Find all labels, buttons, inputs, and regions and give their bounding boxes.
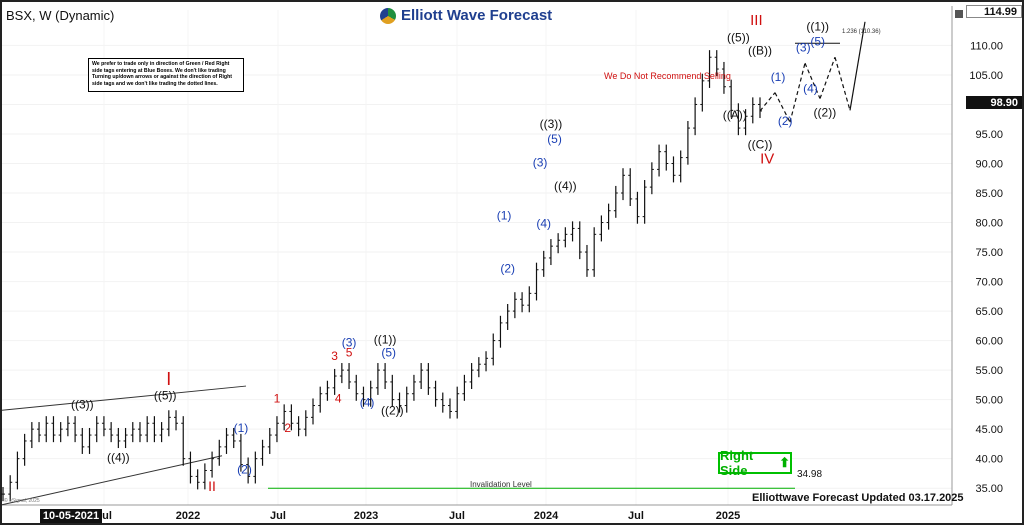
wave-label: (1) xyxy=(771,70,786,84)
settings-icon[interactable] xyxy=(955,10,963,18)
selling-warning: We Do Not Recommend Selling xyxy=(604,71,731,81)
wave-label: ((2)) xyxy=(381,403,404,417)
x-tick-label: 2025 xyxy=(716,510,740,522)
y-tick-label: 55.00 xyxy=(975,365,1003,377)
y-tick-label: 65.00 xyxy=(975,306,1003,318)
wave-label: ((4)) xyxy=(554,179,577,193)
x-tick-label: 2023 xyxy=(354,510,378,522)
up-arrow-icon: ⬆ xyxy=(779,455,790,470)
wave-label: 1 xyxy=(274,392,281,406)
projection-segment xyxy=(849,21,866,111)
projection-segment xyxy=(759,92,776,112)
wave-label: III xyxy=(750,12,763,29)
projection-segment xyxy=(774,92,791,123)
y-tick-label: 110.00 xyxy=(970,40,1003,52)
price-high-box: 114.99 xyxy=(966,5,1022,18)
wave-label: ((5)) xyxy=(727,30,750,44)
wave-label: ((B)) xyxy=(748,43,772,57)
invalidation-label: Invalidation Level xyxy=(470,480,532,489)
wave-label: ((3)) xyxy=(540,117,563,131)
wave-label: 4 xyxy=(335,392,342,406)
chart-title: BSX, W (Dynamic) xyxy=(6,8,115,23)
wave-label: 3 xyxy=(331,349,338,363)
y-tick-label: 90.00 xyxy=(975,158,1003,170)
wave-label: (1) xyxy=(497,209,512,223)
right-side-tag: Right Side ⬆ xyxy=(718,448,792,478)
x-tick-label: Jul xyxy=(449,510,465,522)
wave-label: ((5)) xyxy=(154,389,177,403)
wave-label: 5 xyxy=(346,346,353,360)
wave-label: IV xyxy=(760,150,774,167)
esignal-stamp: © eSignal, 2025 xyxy=(4,498,40,504)
y-tick-label: 70.00 xyxy=(975,277,1003,289)
wave-label: (5) xyxy=(547,132,562,146)
y-tick-label: 60.00 xyxy=(975,336,1003,348)
wave-label: (2) xyxy=(778,114,793,128)
y-tick-label: 85.00 xyxy=(975,188,1003,200)
right-side-label: Right Side xyxy=(720,448,754,478)
footer-updated: Elliottwave Forecast Updated 03.17.2025 xyxy=(752,492,964,504)
wave-label: (5) xyxy=(810,34,825,48)
projection-segment xyxy=(819,57,836,99)
wave-label: (4) xyxy=(803,82,818,96)
projection-segment xyxy=(834,57,851,111)
wave-label: (3) xyxy=(533,155,548,169)
projection-segment xyxy=(789,62,806,123)
cursor-date-box: 10-05-2021 xyxy=(40,509,102,523)
wave-label: (5) xyxy=(381,346,396,360)
x-tick-label: Jul xyxy=(270,510,286,522)
channel-lower-line xyxy=(1,455,223,506)
wave-label: ((3)) xyxy=(71,397,94,411)
fib-label: 1.236 (110.36) xyxy=(842,29,881,35)
wave-label: II xyxy=(208,478,216,494)
y-tick-label: 80.00 xyxy=(975,218,1003,230)
right-side-level: 34.98 xyxy=(797,469,823,480)
brand-logo: Elliott Wave Forecast xyxy=(380,7,552,24)
y-tick-label: 40.00 xyxy=(975,454,1003,466)
wave-label: (2) xyxy=(237,462,252,476)
brand-globe-icon xyxy=(380,7,396,24)
y-tick-label: 45.00 xyxy=(975,424,1003,436)
wave-label: ((1)) xyxy=(374,333,397,347)
wave-label: I xyxy=(166,369,171,389)
y-tick-label: 105.00 xyxy=(969,70,1003,82)
y-tick-label: 50.00 xyxy=(975,395,1003,407)
x-tick-label: Jul xyxy=(628,510,644,522)
wave-label: ((4)) xyxy=(107,451,130,465)
price-last-box: 98.90 xyxy=(966,96,1022,109)
wave-label: ((1)) xyxy=(806,20,829,34)
y-tick-label: 35.00 xyxy=(975,483,1003,495)
wave-label: (4) xyxy=(360,396,375,410)
wave-label: 2 xyxy=(284,421,291,435)
wave-label: (3) xyxy=(342,336,357,350)
y-tick-label: 95.00 xyxy=(975,129,1003,141)
wave-label: ((C)) xyxy=(748,138,773,152)
y-tick-label: 75.00 xyxy=(975,247,1003,259)
wave-label: ((2)) xyxy=(814,105,837,119)
brand-name: Elliott Wave Forecast xyxy=(401,7,553,24)
wave-label: ((A)) xyxy=(723,108,747,122)
wave-label: (2) xyxy=(500,262,515,276)
wave-label: (4) xyxy=(536,216,551,230)
wave-label: (1) xyxy=(234,421,249,435)
x-tick-label: 2022 xyxy=(176,510,200,522)
wave-label: (3) xyxy=(796,40,811,54)
trading-note: We prefer to trade only in direction of … xyxy=(88,58,244,92)
channel-upper-line xyxy=(1,385,247,411)
x-tick-label: 2024 xyxy=(534,510,559,522)
